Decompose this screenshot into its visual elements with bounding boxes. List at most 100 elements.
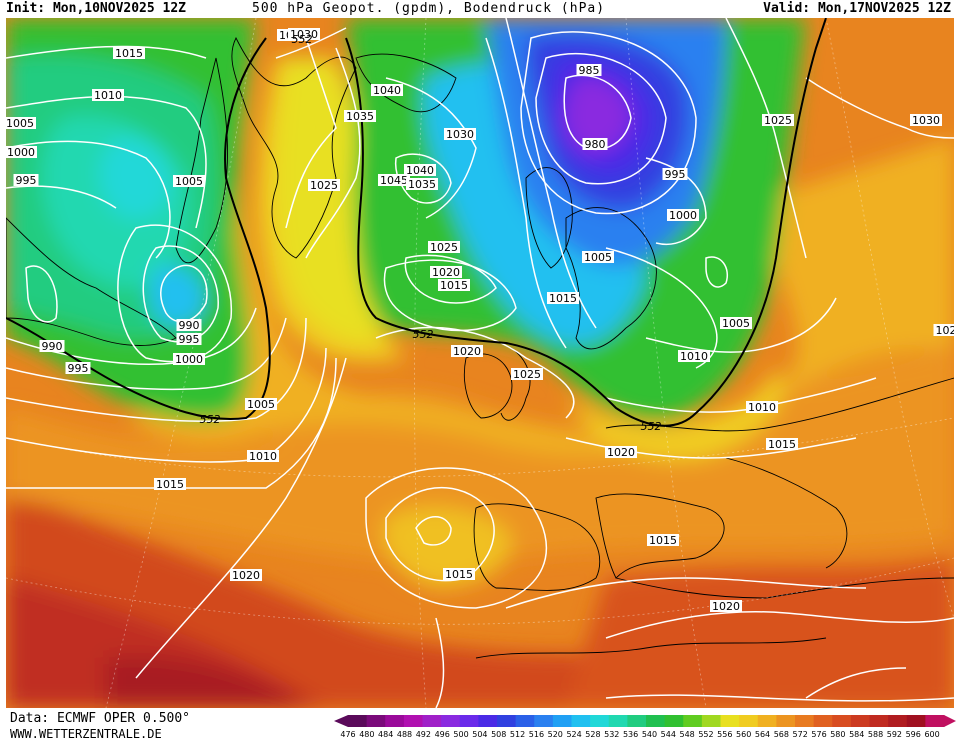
isobar-label: 995: [13, 174, 39, 187]
colorbar: [334, 715, 956, 727]
isobar-label: 1010: [678, 350, 710, 363]
isobar-label: 1010: [92, 89, 124, 102]
isobar-label: 985: [576, 64, 602, 77]
colorbar-tick-label: 564: [754, 730, 771, 739]
weather-map: 1030101510101005100099510059909951000990…: [6, 18, 954, 708]
colorbar-segment: [701, 715, 721, 727]
colorbar-tick-label: 596: [905, 730, 921, 739]
colorbar-segment: [366, 715, 386, 727]
colorbar-tick-label: 576: [811, 730, 827, 739]
isobar-label-text: 1045: [380, 174, 408, 187]
isobar-label: 1020: [430, 266, 462, 279]
geopotential-labels: 552 552 552 552: [200, 33, 662, 433]
colorbar-segment: [627, 715, 647, 727]
isobar-label: 1040: [404, 164, 436, 177]
isobar-label: 1005: [6, 117, 36, 130]
colorbar-tick-label: 524: [566, 730, 582, 739]
isobar-label: 1015: [647, 534, 679, 547]
colorbar-segment: [850, 715, 870, 727]
colorbar-segment: [590, 715, 610, 727]
isobar-label-text: 995: [179, 333, 200, 346]
colorbar-left-arrow: [334, 715, 348, 727]
colorbar-labels: 476 480 484 488 492 496 500 504 508 512 516 520 524 5…: [340, 730, 952, 742]
isobar-label-text: 1000: [669, 209, 697, 222]
isobar-label-text: 995: [68, 362, 89, 375]
isobar-label-text: 1035: [408, 178, 436, 191]
map-title: 500 hPa Geopot. (gpdm), Bodendruck (hPa): [252, 1, 606, 16]
isobar-label: 995: [65, 362, 91, 375]
isobar-label-text: 1000: [175, 353, 203, 366]
colorbar-tick-label: 544: [660, 730, 676, 739]
isobar-label-text: 1020: [432, 266, 460, 279]
colorbar-tick-label: 600: [924, 730, 940, 739]
isobar-label-text: 1025: [513, 368, 541, 381]
isobar-label-text: 1025: [310, 179, 338, 192]
colorbar-tick-label: 588: [867, 730, 884, 739]
isobar-label: 980: [582, 138, 608, 151]
pressure-labels: 1030101510101005100099510059909951000990…: [6, 28, 954, 613]
isobar-label-text: 102: [936, 324, 955, 337]
isobar-label-text: 1015: [549, 292, 577, 305]
isobar-label-text: 1010: [249, 450, 277, 463]
isobar-label: 1030: [288, 28, 320, 41]
isobar-label-text: 1035: [346, 110, 374, 123]
colorbar-segment: [348, 715, 368, 727]
colorbar-tick-label: 592: [886, 730, 903, 739]
isobar-label-text: 1010: [748, 401, 776, 414]
colorbar-segment: [776, 715, 796, 727]
colorbar-segment: [925, 715, 945, 727]
isobar-label-text: 1025: [430, 241, 458, 254]
isobar-label: 1005: [173, 175, 205, 188]
isobar-label: 1015: [438, 279, 470, 292]
isobar-label: 1040: [371, 84, 403, 97]
colorbar-tick-label: 496: [434, 730, 450, 739]
isobar-label: 1020: [230, 569, 262, 582]
isobar-label: 1025: [308, 179, 340, 192]
map-header: Init: Mon,10NOV2025 12Z 500 hPa Geopot. …: [0, 0, 959, 18]
isobar-label: 1020: [451, 345, 483, 358]
colorbar-tick-label: 488: [396, 730, 413, 739]
isobar-label-text: 985: [579, 64, 600, 77]
data-source-label: Data: ECMWF OPER 0.500°: [10, 711, 191, 726]
colorbar-tick-label: 552: [698, 730, 714, 739]
colorbar-segment: [534, 715, 554, 727]
colorbar-segment: [906, 715, 926, 727]
isobar-label-text: 1040: [373, 84, 401, 97]
colorbar-segment: [608, 715, 628, 727]
isobar-label-text: 1010: [94, 89, 122, 102]
weather-map-canvas: 1030101510101005100099510059909951000990…: [6, 18, 954, 708]
geopotential-label: 552: [200, 413, 221, 426]
colorbar-tick-label: 536: [622, 730, 639, 739]
isobar-label-text: 1005: [175, 175, 203, 188]
colorbar-segment: [646, 715, 666, 727]
colorbar-tick-label: 556: [717, 730, 733, 739]
isobar-label-text: 1020: [453, 345, 481, 358]
colorbar-segment: [552, 715, 572, 727]
colorbar-segment: [739, 715, 759, 727]
isobar-label-text: 1015: [440, 279, 468, 292]
website-label: WWW.WETTERZENTRALE.DE: [10, 727, 162, 741]
graticule: [6, 18, 954, 708]
colorbar-segment: [888, 715, 908, 727]
colorbar-segment: [515, 715, 535, 727]
colorbar-tick-label: 516: [528, 730, 545, 739]
isobar-label: 1035: [344, 110, 376, 123]
colorbar-segment: [478, 715, 498, 727]
colorbar-segment: [441, 715, 461, 727]
isobar-label-text: 1015: [649, 534, 677, 547]
geopotential-label: 552: [292, 33, 313, 46]
colorbar-segment: [422, 715, 442, 727]
colorbar-segment: [497, 715, 517, 727]
isobar-label-text: 995: [16, 174, 37, 187]
isobar-label: 1005: [720, 317, 752, 330]
colorbar-segment: [813, 715, 833, 727]
isobar-label: 995: [176, 333, 202, 346]
isobar-label-text: 1040: [406, 164, 434, 177]
colorbar-segment: [459, 715, 479, 727]
isobar-label-text: 995: [665, 168, 686, 181]
colorbar-segment: [720, 715, 740, 727]
isobar-label-text: 1015: [156, 478, 184, 491]
isobar-label-text: 990: [179, 319, 200, 332]
geopotential-label: 552: [413, 328, 434, 341]
isobar-label: 995: [662, 168, 688, 181]
